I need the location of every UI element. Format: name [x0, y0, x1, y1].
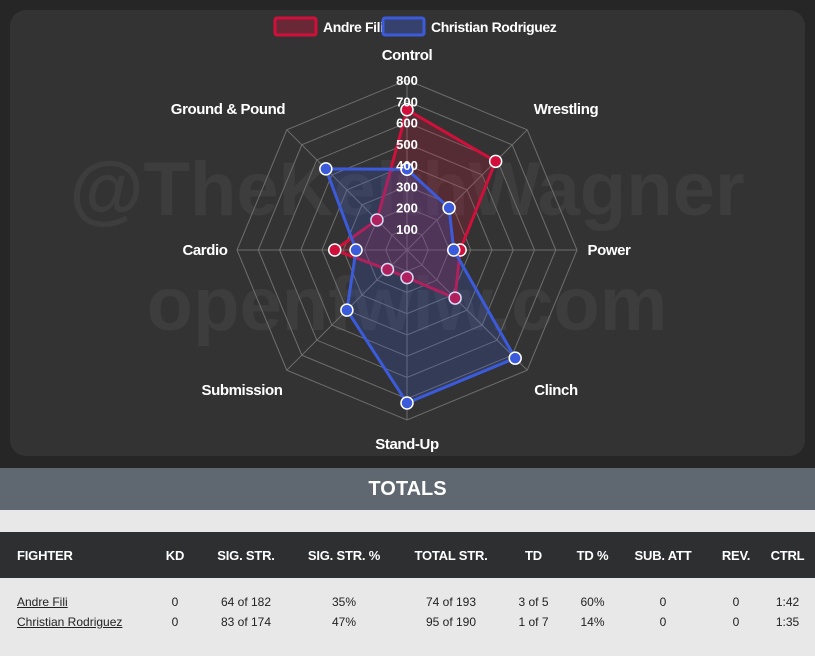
data-point [328, 243, 342, 257]
axis-label: Wrestling [534, 101, 599, 118]
axis-label: Stand-Up [375, 436, 439, 453]
data-point [370, 213, 384, 227]
data-point [400, 396, 414, 410]
legend-item: Andre Fili [273, 16, 384, 37]
data-point [448, 291, 462, 305]
td-cell: 1 of 7 [518, 615, 549, 629]
tick-label: 600 [396, 116, 418, 131]
col-header-fighter: FIGHTER [17, 547, 73, 563]
tick-label: 300 [396, 179, 418, 194]
table-row: Christian Rodriguez 0 83 of 174 47% 95 o… [0, 612, 815, 632]
col-header-rev: REV. [721, 547, 751, 563]
col-header-sig-str-pct: SIG. STR. % [307, 547, 381, 563]
radar-chart: @TheKeithWagneropenfwiw.com1002003004005… [69, 16, 745, 453]
data-point [340, 303, 354, 317]
td-pct-cell: 14% [580, 615, 605, 629]
series-1 [319, 162, 522, 410]
data-point [442, 201, 456, 215]
legend-label: Christian Rodriguez [431, 19, 557, 35]
grid-spoke [406, 129, 528, 251]
data-point [380, 262, 395, 277]
td-cell: 3 of 5 [518, 595, 549, 609]
col-header-sig-str: SIG. STR. [217, 547, 275, 563]
td-pct-cell: 60% [580, 595, 605, 609]
kd-cell: 0 [171, 595, 179, 609]
total-str-cell: 74 of 193 [425, 595, 477, 609]
data-point [400, 270, 414, 285]
rev-cell: 0 [732, 595, 740, 609]
tick-label: 200 [396, 201, 418, 216]
sub-att-cell: 0 [659, 595, 667, 609]
grid-spoke [286, 129, 408, 251]
legend-item: Christian Rodriguez [381, 16, 557, 37]
data-point [400, 162, 414, 176]
sig-str-cell: 83 of 174 [220, 615, 272, 629]
totals-table: FIGHTER KD SIG. STR. SIG. STR. % TOTAL S… [0, 532, 815, 632]
legend: Andre Fili Christian Rodriguez [273, 16, 557, 37]
sig-str-pct-cell: 47% [331, 615, 357, 629]
data-point [508, 351, 522, 365]
fighter-cell: Andre Fili [0, 578, 140, 612]
axis-label: Power [587, 242, 631, 259]
tick-label: 700 [396, 94, 418, 109]
axis-label: Cardio [182, 242, 227, 259]
fighter-link[interactable]: Andre Fili [17, 595, 68, 609]
col-header-ctrl: CTRL [770, 547, 805, 563]
axis-label: Ground & Pound [171, 101, 286, 118]
tick-label: 800 [396, 73, 418, 88]
legend-swatch [273, 16, 318, 37]
legend-label: Andre Fili [323, 19, 384, 35]
data-point [488, 154, 503, 169]
data-point [349, 243, 363, 257]
fighter-cell: Christian Rodriguez [0, 612, 140, 632]
totals-title: TOTALS [368, 477, 447, 500]
col-header-kd: KD [165, 547, 185, 563]
table-row: Andre Fili 0 64 of 182 35% 74 of 193 3 o… [0, 578, 815, 612]
chart-area: @TheKeithWagner openfwiw.com 100 200 300 400 5… [0, 0, 815, 468]
axis-label: Control [382, 47, 433, 64]
data-point [400, 103, 414, 117]
sig-str-pct-cell: 35% [331, 595, 357, 609]
fighter-link[interactable]: Christian Rodriguez [17, 615, 123, 629]
data-point [319, 162, 333, 176]
sig-str-cell: 64 of 182 [220, 595, 272, 609]
totals-spacer [0, 510, 815, 532]
tick-label: 100 [396, 222, 418, 237]
tick-label: 400 [396, 158, 418, 173]
tick-label: 500 [396, 137, 418, 152]
col-header-total-str: TOTAL STR. [414, 547, 488, 563]
ctrl-cell: 1:42 [775, 595, 800, 609]
axis-label: Submission [201, 382, 282, 399]
kd-cell: 0 [171, 615, 179, 629]
ctrl-cell: 1:35 [775, 615, 800, 629]
table-header-row: FIGHTER KD SIG. STR. SIG. STR. % TOTAL S… [0, 532, 815, 578]
totals-header: TOTALS [0, 468, 815, 510]
legend-swatch [381, 16, 426, 37]
sub-att-cell: 0 [659, 615, 667, 629]
col-header-td-pct: TD % [576, 547, 609, 563]
total-str-cell: 95 of 190 [425, 615, 477, 629]
axis-label: Clinch [534, 382, 578, 399]
col-header-sub-att: SUB. ATT [634, 547, 692, 563]
col-header-td: TD [525, 547, 542, 563]
data-point [447, 243, 461, 257]
rev-cell: 0 [732, 615, 740, 629]
grid-spoke [406, 249, 528, 371]
